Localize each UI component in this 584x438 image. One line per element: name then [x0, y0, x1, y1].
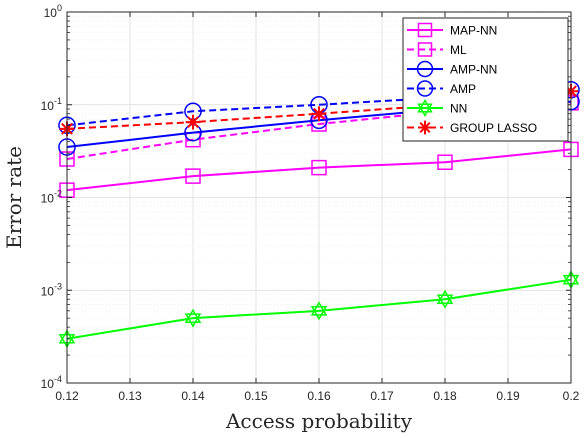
x-axis-label: Access probability [225, 409, 413, 433]
legend-item: AMP-NN [407, 60, 497, 78]
data-point-square [437, 154, 453, 170]
data-point-hexagram [184, 308, 202, 328]
legend-label: NN [450, 102, 467, 116]
series-line [66, 278, 572, 340]
x-tick-label: 0.14 [181, 389, 205, 403]
data-point-square [185, 168, 201, 184]
hexagram-triangle-down [184, 313, 202, 328]
hexagram-triangle-up [436, 289, 454, 305]
data-point-circle [416, 80, 434, 97]
hexagram-triangle-up [310, 301, 328, 316]
x-tick-label: 0.15 [244, 389, 268, 403]
legend-item: NN [407, 99, 467, 117]
legend-item: ML [407, 42, 467, 57]
hexagram-triangle-up [417, 99, 433, 113]
legend-label: ML [450, 43, 467, 57]
legend-box [402, 17, 569, 142]
data-point-circle [416, 60, 434, 78]
y-tick-label: 10-3 [41, 281, 62, 298]
data-point-hexagram [310, 301, 328, 321]
data-point-hexagram [417, 99, 433, 117]
legend-label: GROUP LASSO [450, 121, 537, 135]
data-point-hexagram [436, 289, 454, 309]
legend-label: AMP-NN [450, 63, 497, 77]
data-point-asterisk [185, 114, 201, 130]
x-tick-label: 0.13 [118, 389, 142, 403]
y-tick-label: 10-4 [41, 374, 62, 391]
hexagram-triangle-up [184, 308, 202, 323]
y-tick-label: 10-1 [41, 96, 62, 113]
x-tick-label: 0.2 [563, 389, 580, 403]
legend-item: MAP-NN [407, 22, 497, 38]
legend-label: MAP-NN [450, 24, 497, 38]
hexagram-triangle-down [310, 306, 328, 321]
series-line [66, 148, 572, 192]
x-tick-label: 0.18 [433, 389, 457, 403]
x-tick-label: 0.17 [370, 389, 394, 403]
y-tick-label: 100 [44, 3, 62, 20]
data-point-asterisk [418, 120, 432, 135]
data-point-asterisk [311, 106, 327, 122]
series-nn [58, 270, 580, 349]
legend: MAP-NN ML AMP-NN AMP NN GROUP LASSO [402, 17, 569, 142]
data-point-square [417, 22, 433, 38]
data-point-square [417, 42, 433, 57]
legend-item: GROUP LASSO [407, 120, 537, 135]
legend-item: AMP [407, 80, 476, 97]
x-tick-label: 0.16 [307, 389, 331, 403]
data-point-square [311, 159, 327, 176]
hexagram-triangle-down [417, 103, 433, 117]
hexagram-triangle-down [436, 294, 454, 309]
y-axis-label: Error rate [2, 146, 26, 249]
legend-label: AMP [450, 82, 476, 96]
x-tick-label: 0.19 [496, 389, 520, 403]
x-tick-label: 0.12 [55, 389, 79, 403]
y-tick-label: 10-2 [41, 189, 62, 206]
